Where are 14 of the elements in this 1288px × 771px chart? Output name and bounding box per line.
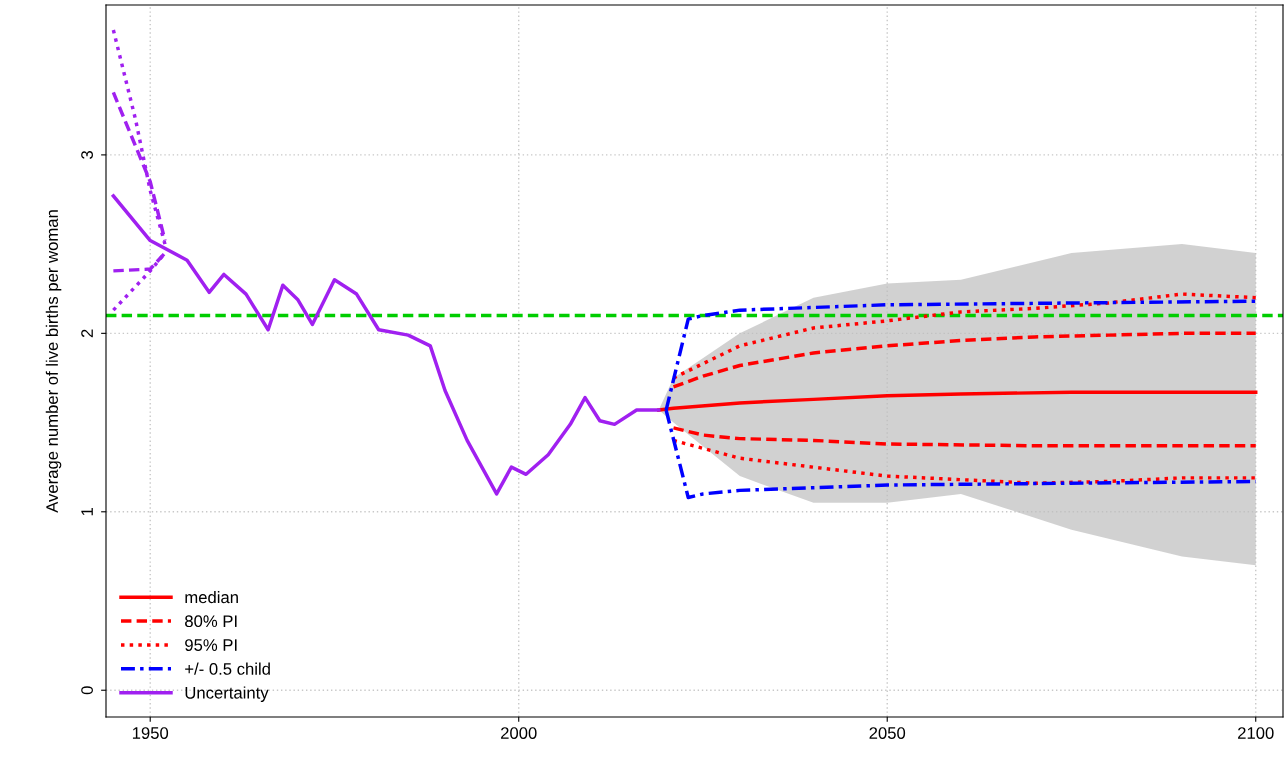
- x-tick-label: 1950: [132, 727, 169, 739]
- legend-label: +/- 0.5 child: [185, 662, 270, 675]
- y-tick-label: 0: [81, 686, 93, 695]
- legend-label: 80% PI: [185, 615, 237, 628]
- y-tick-label: 1: [81, 507, 93, 516]
- y-tick-label: 3: [81, 150, 93, 159]
- y-tick-label: 2: [81, 329, 93, 338]
- legend-label: median: [185, 590, 238, 604]
- x-tick-label: 2000: [501, 727, 537, 739]
- y-axis-title: Average number of live births per woman: [45, 210, 62, 513]
- legend-label: Uncertainty: [185, 686, 269, 702]
- x-tick-label: 2050: [869, 727, 906, 739]
- legend-label: 95% PI: [185, 639, 237, 651]
- x-tick-label: 2100: [1238, 727, 1274, 739]
